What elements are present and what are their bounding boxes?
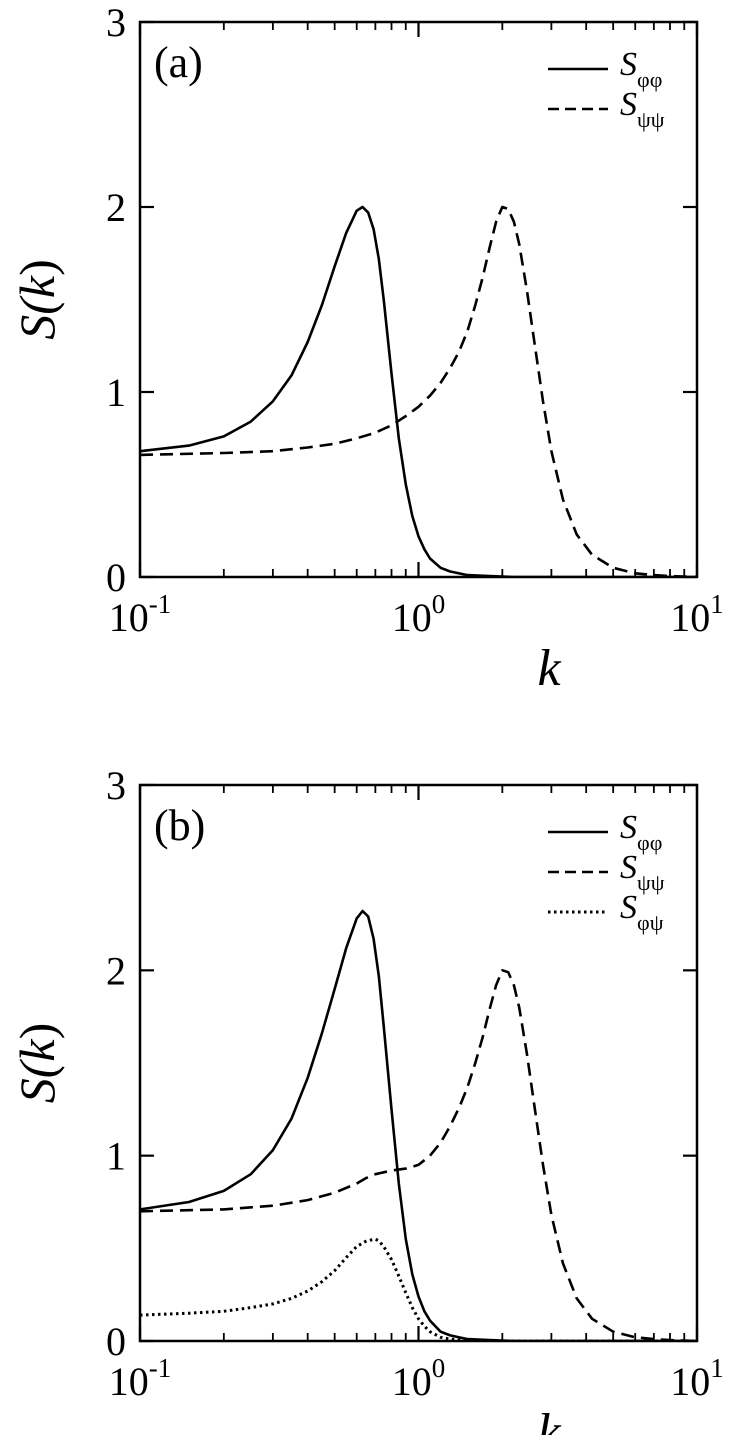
x-tick-label: 101 [670,1353,724,1404]
plot-frame [138,20,699,579]
y-axis-label: S(k) [9,1023,65,1104]
x-tick-base: 10 [392,1359,432,1404]
x-tick-exponent: -1 [149,589,172,619]
series-line-dashed [140,205,697,577]
y-tick-label: 0 [106,555,126,600]
legend-subscript: φψ [637,910,664,935]
x-tick-exponent: 1 [710,1353,724,1383]
x-tick-label: 100 [392,1353,446,1404]
legend-name: S [620,889,637,926]
legend-label: Sφψ [620,889,664,935]
legend-label: Sψψ [620,86,665,132]
y-axis-label: S(k) [9,259,65,340]
y-tick-label: 0 [106,1319,126,1364]
legend-name: S [620,46,637,83]
x-tick-base: 10 [670,1359,710,1404]
y-label-k: k [9,1039,65,1062]
y-tick-label: 3 [106,763,126,808]
y-tick-label: 1 [106,370,126,415]
y-label-k: k [9,275,65,298]
y-tick-label: 3 [106,0,126,45]
x-tick-exponent: 0 [432,1353,446,1383]
x-tick-exponent: -1 [149,1353,172,1383]
y-label-s: S( [9,1058,65,1103]
legend-subscript: φφ [637,830,662,855]
x-tick-label: 10-1 [109,1353,172,1404]
y-tick-label: 2 [106,185,126,230]
x-tick-label: 101 [670,589,724,640]
x-tick-base: 10 [670,595,710,640]
legend-subscript: ψψ [637,107,665,132]
x-tick-label: 100 [392,589,446,640]
y-tick-label: 1 [106,1134,126,1179]
x-tick-exponent: 0 [432,589,446,619]
legend-label: Sψψ [620,849,665,895]
series-line-solid [140,205,697,577]
panel-label: (a) [154,38,203,87]
x-axis-label: k [537,1404,561,1435]
plot-frame [138,783,699,1343]
legend-name: S [620,809,637,846]
x-tick-base: 10 [109,595,149,640]
y-label-s: S( [9,295,65,340]
legend-name: S [620,86,637,123]
legend-label: Sφφ [620,809,662,855]
series-line-dotted [140,1237,697,1341]
y-tick-label: 2 [106,948,126,993]
x-axis-label: k [537,640,561,697]
legend-name: S [620,849,637,886]
y-label-close: ) [9,1023,65,1040]
panel-label: (b) [154,801,205,850]
legend-subscript: ψψ [637,870,665,895]
x-tick-exponent: 1 [710,589,724,619]
x-tick-base: 10 [392,595,432,640]
legend-label: Sφφ [620,46,662,92]
series-line-dashed [140,968,697,1341]
x-tick-base: 10 [109,1359,149,1404]
series-lines [140,205,697,577]
x-tick-label: 10-1 [109,589,172,640]
y-label-close: ) [9,259,65,276]
series-lines [140,909,697,1341]
series-line-solid [140,909,697,1341]
legend-subscript: φφ [637,67,662,92]
